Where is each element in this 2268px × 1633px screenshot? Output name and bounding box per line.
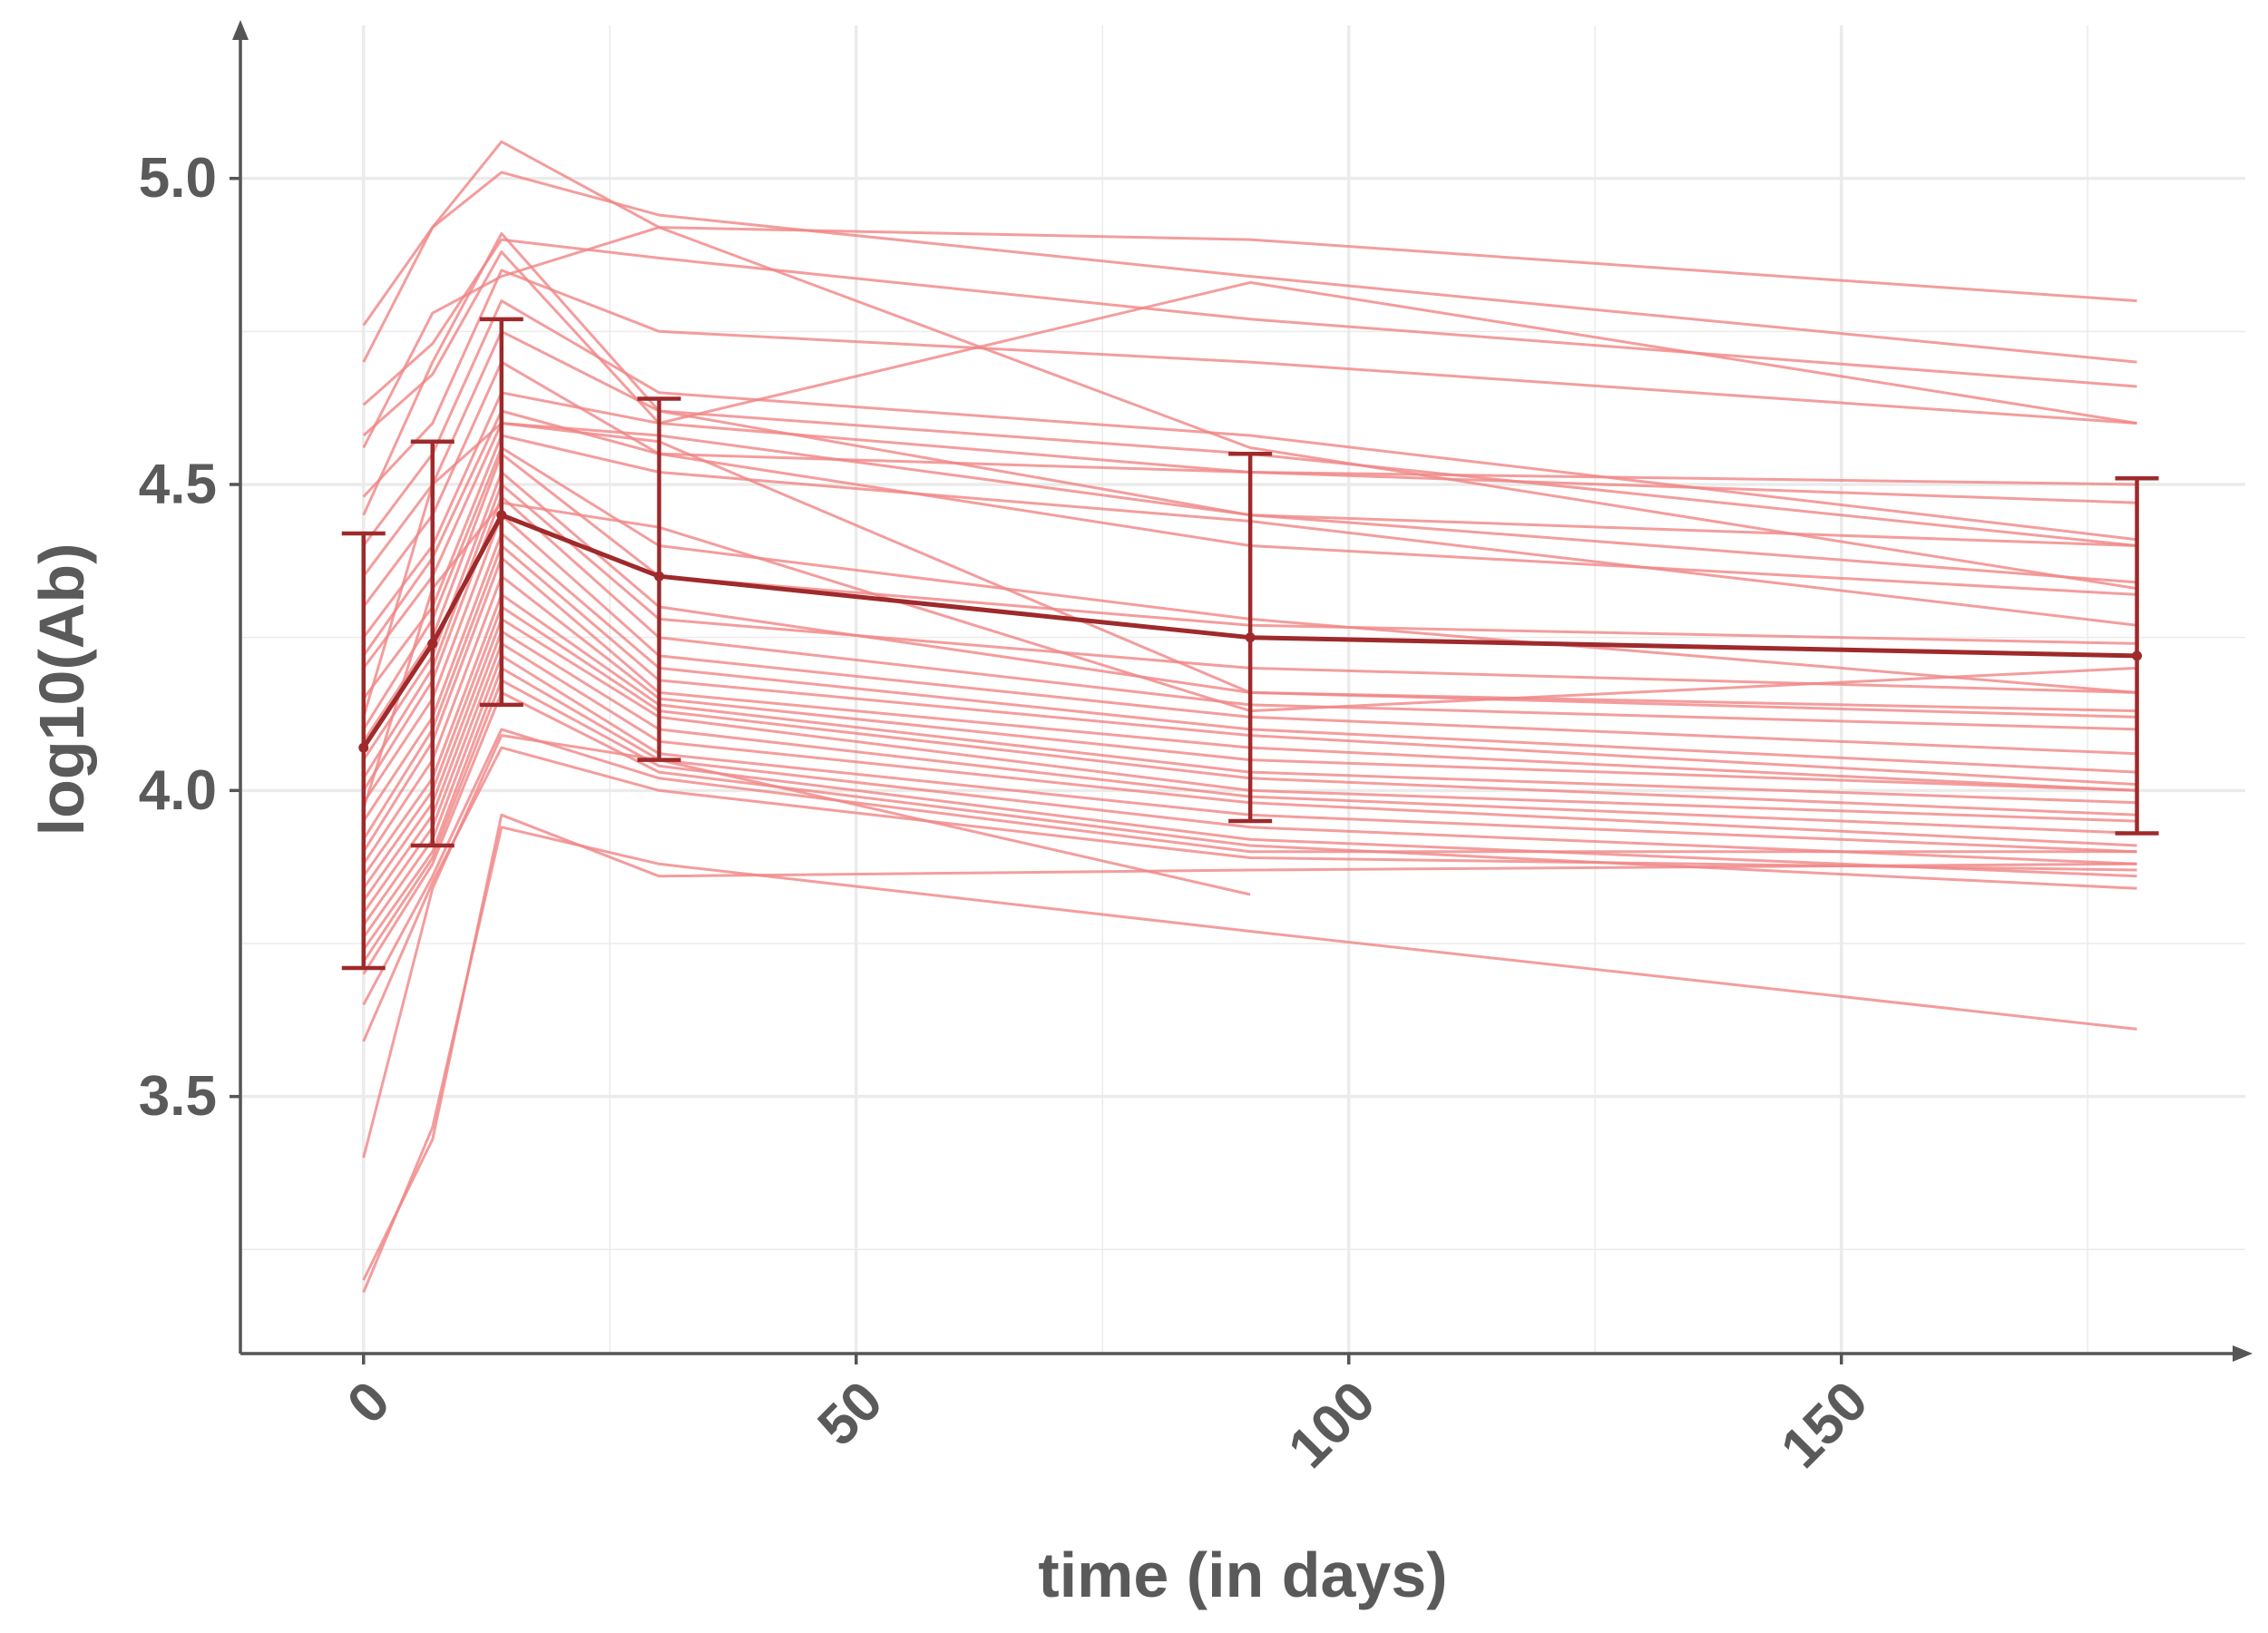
- individual-series-layer: [362, 140, 2137, 1294]
- individual-series-line: [362, 617, 2137, 902]
- individual-series-line: [362, 746, 2137, 1042]
- individual-series-line: [362, 495, 2137, 792]
- individual-series-line: [362, 140, 2137, 327]
- individual-series-line: [362, 299, 2137, 547]
- individual-series-line: [362, 728, 2137, 1006]
- y-axis-arrowhead: [232, 20, 249, 40]
- individual-series-line: [362, 666, 2137, 951]
- individual-series-line: [362, 734, 1251, 1159]
- individual-series-line: [362, 171, 2137, 364]
- x-tick-label: 0: [336, 1370, 402, 1436]
- mean-point: [2132, 650, 2143, 661]
- mean-series-line: [361, 513, 2137, 749]
- x-tick-label: 100: [1276, 1370, 1387, 1481]
- mean-point: [1245, 632, 1256, 643]
- mean-series-layer: [341, 317, 2159, 971]
- mean-point: [654, 571, 665, 582]
- mean-point: [496, 510, 507, 521]
- individual-series-line: [362, 231, 2137, 547]
- individual-series-line: [362, 501, 2137, 810]
- individual-series-line: [362, 813, 2137, 1281]
- individual-series-line: [362, 574, 2137, 865]
- individual-series-line: [362, 532, 2137, 822]
- individual-series-line: [362, 329, 2137, 578]
- x-axis-arrowhead: [2233, 1345, 2253, 1362]
- axes: [232, 20, 2253, 1362]
- y-tick-label: 3.5: [139, 1065, 217, 1128]
- individual-series-line: [362, 269, 2137, 498]
- individual-series-line: [362, 654, 2137, 939]
- individual-series-line: [362, 226, 2137, 591]
- individual-series-line: [362, 826, 2137, 1294]
- individual-series-line: [362, 630, 2137, 914]
- individual-series-line: [362, 544, 2137, 841]
- individual-series-line: [362, 556, 2137, 853]
- y-tick-label: 4.0: [139, 759, 217, 822]
- individual-series-line: [362, 483, 2137, 779]
- individual-series-line: [362, 605, 2137, 890]
- individual-series-line: [362, 422, 2137, 718]
- individual-series-line: [362, 679, 2137, 963]
- x-tick-label: 50: [807, 1370, 895, 1459]
- x-axis-title: time (in days): [1038, 1540, 1447, 1610]
- individual-series-line: [362, 422, 2137, 670]
- individual-series-line: [362, 641, 2137, 926]
- y-tick-label: 4.5: [139, 453, 217, 515]
- individual-series-line: [362, 238, 2137, 406]
- y-axis-title: log10(Ab): [26, 543, 97, 836]
- individual-series-line: [362, 592, 2137, 877]
- y-tick-label: 5.0: [139, 147, 217, 210]
- individual-series-line: [362, 513, 2137, 804]
- mean-point: [358, 742, 369, 753]
- x-tick-label: 150: [1769, 1370, 1880, 1481]
- mean-point: [427, 638, 438, 649]
- individual-series-line: [362, 391, 2137, 639]
- individual-series-line: [362, 446, 2137, 730]
- individual-series-line: [362, 250, 2137, 437]
